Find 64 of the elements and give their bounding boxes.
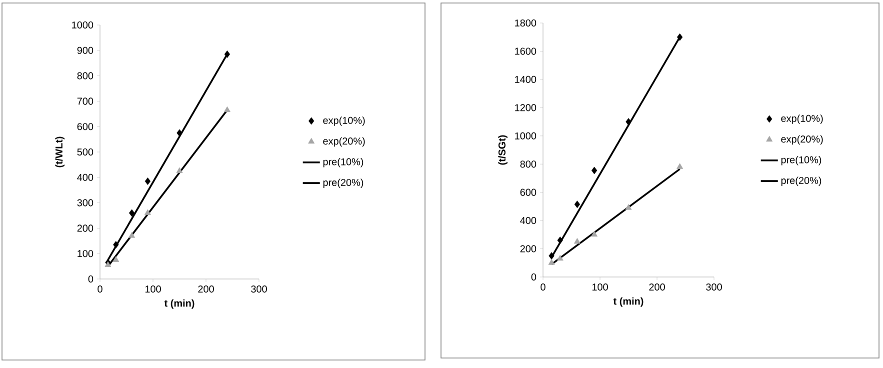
point [557, 236, 563, 244]
y-tick-label: 0 [531, 273, 536, 281]
x-axis-title: t (min) [613, 297, 644, 307]
point [144, 178, 151, 185]
point [112, 256, 120, 262]
y-axis-title: (t/WLt) [55, 136, 64, 168]
x-tick-label: 300 [706, 284, 722, 291]
y-tick-label: 700 [77, 98, 94, 105]
point [224, 50, 230, 58]
y-tick-label: 200 [77, 224, 94, 232]
y-tick-label: 200 [520, 245, 536, 252]
y-tick-label: 1600 [515, 48, 536, 55]
point [574, 238, 580, 244]
point [676, 163, 684, 169]
y-tick-label: 1800 [515, 19, 536, 27]
y-tick-label: 600 [520, 188, 536, 196]
y-tick-label: 100 [78, 250, 94, 258]
legend-label: pre(10%) [781, 156, 822, 166]
legend-label: exp(10%) [323, 116, 365, 126]
point [104, 261, 112, 267]
point [574, 200, 580, 208]
y-tick-label: 400 [77, 174, 94, 181]
y-tick-label: 900 [77, 46, 94, 54]
y-tick-label: 1000 [72, 21, 94, 29]
x-tick-label: 100 [145, 286, 161, 293]
legend-label: pre(10%) [323, 158, 364, 168]
y-tick-label: 800 [77, 72, 94, 80]
point [176, 167, 183, 173]
y-tick-label: 0 [88, 275, 94, 283]
y-tick-label: 1000 [515, 132, 536, 140]
point [548, 259, 555, 265]
x-tick-label: 300 [251, 286, 267, 293]
x-tick-label: 0 [540, 284, 546, 291]
x-tick-label: 200 [198, 286, 214, 293]
legend-label: exp(20%) [781, 135, 823, 145]
point [144, 209, 151, 215]
point [176, 129, 182, 137]
point [128, 209, 135, 217]
x-tick-label: 0 [98, 286, 102, 293]
y-tick-label: 800 [520, 160, 536, 168]
point [626, 118, 632, 126]
x-axis-title: t (min) [164, 299, 194, 309]
legend-label: pre(20%) [323, 178, 364, 188]
point [113, 241, 119, 248]
legend-label: pre(20%) [781, 176, 822, 186]
y-tick-label: 500 [77, 148, 94, 156]
point [625, 204, 632, 210]
y-tick-label: 400 [520, 217, 536, 224]
legend-label: exp(20%) [323, 137, 365, 147]
y-axis-title: (t/SGt) [498, 135, 508, 165]
y-tick-label: 300 [77, 199, 94, 206]
legend-label: exp(10%) [781, 114, 823, 124]
y-tick-label: 1400 [515, 76, 536, 83]
point [676, 33, 683, 41]
x-tick-label: 100 [592, 284, 608, 291]
point [224, 106, 230, 112]
point [128, 232, 136, 238]
y-tick-label: 1200 [515, 104, 536, 112]
x-tick-label: 200 [649, 284, 665, 291]
point [591, 230, 598, 237]
y-tick-label: 600 [77, 123, 94, 130]
point [556, 254, 564, 261]
point [548, 252, 554, 260]
point [591, 166, 598, 174]
